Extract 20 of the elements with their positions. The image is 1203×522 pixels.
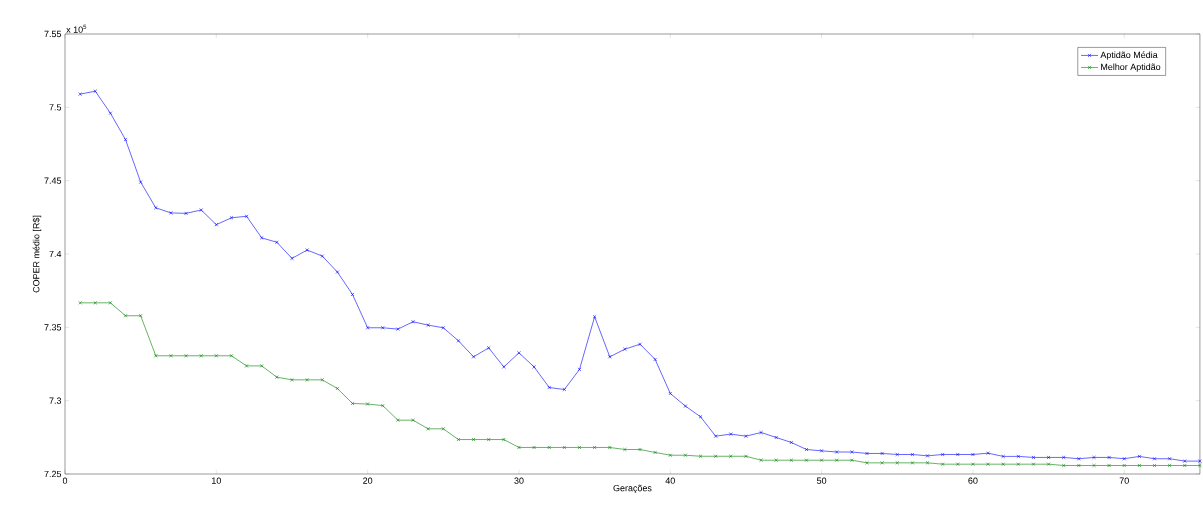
legend-label: Melhor Aptidão <box>1101 63 1161 72</box>
y-tick-label: 7.4 <box>49 250 62 258</box>
x-tick-label: 70 <box>1119 477 1129 484</box>
y-tick-label: 7.25 <box>44 470 62 478</box>
x-tick-label: 40 <box>665 477 675 484</box>
y-tick-label: 7.45 <box>44 177 62 184</box>
x-tick-label: 20 <box>363 477 373 484</box>
y-tick-label: 7.55 <box>44 30 62 38</box>
y-tick-label: 7.5 <box>49 104 62 111</box>
x-tick-label: 0 <box>62 477 68 484</box>
y-axis-title: COPER médio [R$] <box>32 215 42 293</box>
text: x 10$^{5}$ <box>66 24 87 33</box>
x-tick-label: 10 <box>212 477 221 484</box>
y-tick-label: 7.35 <box>44 324 62 331</box>
x-axis-title: Gerações <box>613 484 652 494</box>
x-tick-label: 60 <box>968 477 978 484</box>
legend-label: Aptidão Média <box>1100 51 1158 60</box>
x-tick-label: 30 <box>514 477 524 484</box>
y-tick-label: 7.3 <box>49 397 62 404</box>
x-tick-label: 50 <box>816 477 827 484</box>
